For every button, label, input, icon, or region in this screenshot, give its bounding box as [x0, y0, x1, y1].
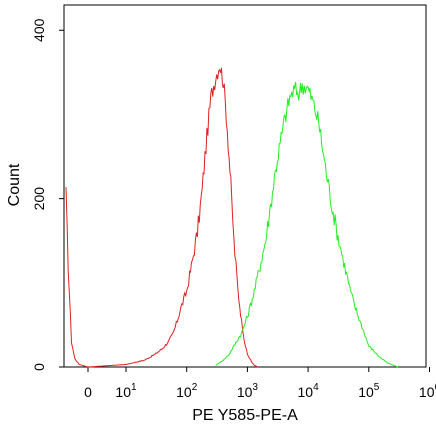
x-tick-label: 103	[237, 382, 259, 400]
series-layer	[65, 67, 398, 368]
x-tick-label: 101	[115, 382, 137, 400]
x-tick-label: 102	[176, 382, 198, 400]
y-tick-label: 200	[31, 187, 47, 211]
histogram-series-2	[215, 81, 398, 368]
plot-frame	[63, 4, 427, 368]
histogram-series-1	[65, 67, 259, 368]
y-axis-ticks: 0 200 400	[31, 18, 64, 371]
y-axis-label: Count	[6, 163, 23, 206]
x-tick-label: 104	[298, 382, 320, 400]
y-tick-label: 0	[31, 363, 47, 371]
y-tick-label: 400	[31, 18, 47, 42]
x-axis-label: PE Y585-PE-A	[192, 407, 298, 424]
x-axis-ticks: 0 101 102 103 104 105 106	[84, 367, 436, 400]
x-tick-label: 0	[84, 384, 92, 400]
x-tick-label: 106	[419, 382, 436, 400]
x-tick-label: 105	[358, 382, 380, 400]
